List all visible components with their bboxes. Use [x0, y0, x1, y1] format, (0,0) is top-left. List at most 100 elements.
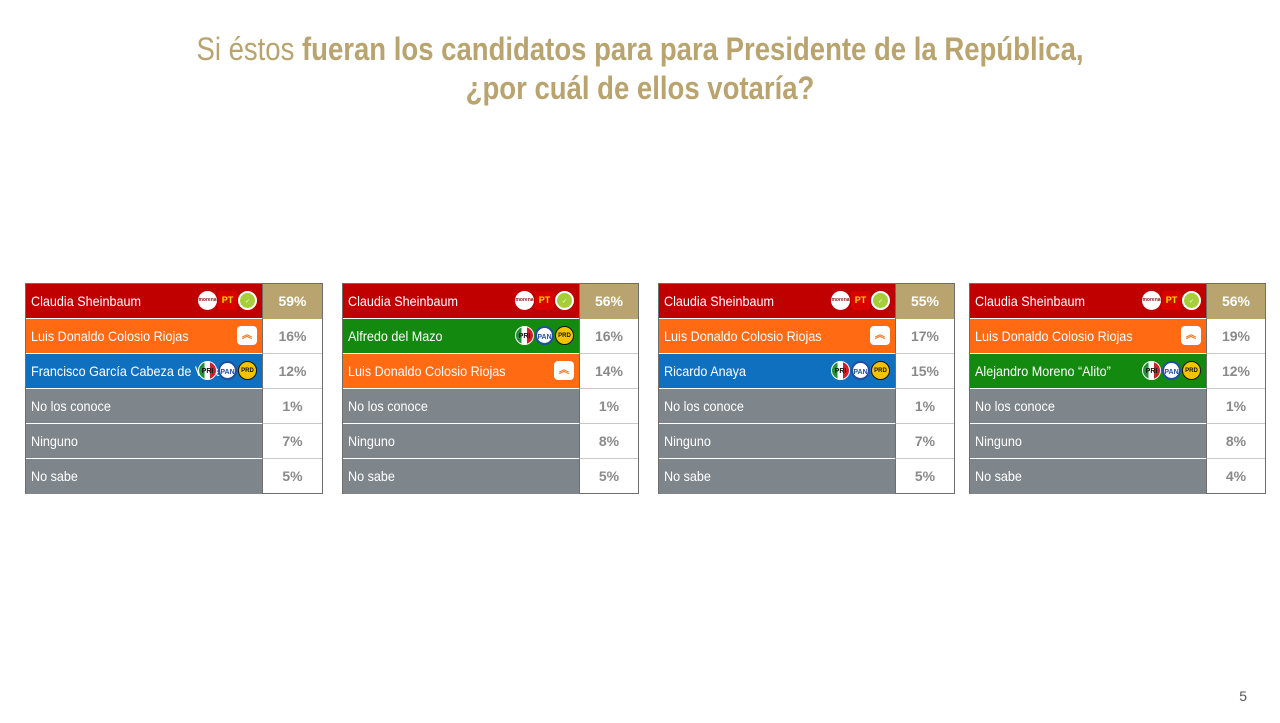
vote-table-4: Claudia Sheinbaum morena PT ✓ 56% Luis Donald… [969, 283, 1266, 494]
table-row: Ninguno 7% [659, 424, 954, 459]
candidate-name-cell: Ninguno [26, 424, 262, 459]
party-logos: ︽ [1181, 326, 1201, 346]
candidate-name: No los conoce [975, 398, 1055, 414]
candidate-name: No sabe [348, 468, 395, 484]
candidate-name: Claudia Sheinbaum [975, 293, 1085, 309]
candidate-name: Ricardo Anaya [664, 363, 746, 379]
percentage-cell: 7% [262, 424, 322, 459]
candidate-name-cell: No los conoce [26, 389, 262, 424]
prd-logo-icon: PRD [871, 361, 890, 380]
party-logos: ︽ [554, 361, 574, 381]
percentage-cell: 5% [895, 459, 954, 494]
pan-logo-icon: PAN [218, 361, 237, 380]
table-row: Francisco García Cabeza de Vaca PRI PAN PRD… [26, 354, 322, 389]
candidate-name: No sabe [31, 468, 78, 484]
title-line-1: Si éstos fueran los candidatos para para… [90, 30, 1191, 69]
candidate-name-cell: Luis Donaldo Colosio Riojas ︽ [343, 354, 579, 389]
candidate-name-cell: No los conoce [343, 389, 579, 424]
verde-logo-icon: ✓ [238, 291, 257, 310]
candidate-name-cell: No sabe [970, 459, 1206, 494]
table-row: Ninguno 8% [970, 424, 1265, 459]
prd-logo-icon: PRD [555, 326, 574, 345]
candidate-name-cell: Claudia Sheinbaum morena PT ✓ [26, 284, 262, 319]
candidate-name: Claudia Sheinbaum [348, 293, 458, 309]
candidate-name: Ninguno [348, 433, 395, 449]
table-row: Ninguno 8% [343, 424, 638, 459]
candidate-name-cell: Claudia Sheinbaum morena PT ✓ [970, 284, 1206, 319]
table-row: Claudia Sheinbaum morena PT ✓ 56% [343, 284, 638, 319]
verde-logo-icon: ✓ [555, 291, 574, 310]
vote-table-2: Claudia Sheinbaum morena PT ✓ 56% Alfredo del… [342, 283, 639, 494]
candidate-name: No los conoce [664, 398, 744, 414]
table-row: No sabe 5% [659, 459, 954, 494]
pan-logo-icon: PAN [535, 326, 554, 345]
candidate-name-cell: Claudia Sheinbaum morena PT ✓ [659, 284, 895, 319]
party-logos: PRI PAN PRD [198, 361, 257, 381]
candidate-name-cell: Ricardo Anaya PRI PAN PRD [659, 354, 895, 389]
candidate-name-cell: No los conoce [659, 389, 895, 424]
candidate-name-cell: No los conoce [970, 389, 1206, 424]
verde-logo-icon: ✓ [1182, 291, 1201, 310]
candidate-name-cell: No sabe [659, 459, 895, 494]
party-logos: morena PT ✓ [1142, 291, 1201, 311]
table-row: No los conoce 1% [970, 389, 1265, 424]
pt-logo-icon: PT [851, 291, 870, 310]
percentage-cell: 1% [895, 389, 954, 424]
table-row: Luis Donaldo Colosio Riojas ︽ 16% [26, 319, 322, 354]
percentage-cell: 56% [1206, 284, 1265, 319]
candidate-name: No los conoce [348, 398, 428, 414]
party-logos: ︽ [237, 326, 257, 346]
table-row: No los conoce 1% [26, 389, 322, 424]
percentage-cell: 14% [579, 354, 638, 389]
prd-logo-icon: PRD [1182, 361, 1201, 380]
mc-logo-icon: ︽ [237, 326, 257, 345]
party-logos: morena PT ✓ [198, 291, 257, 311]
candidate-name: Claudia Sheinbaum [31, 293, 141, 309]
party-logos: PRI PAN PRD [1142, 361, 1201, 381]
candidate-name-cell: Ninguno [659, 424, 895, 459]
percentage-cell: 19% [1206, 319, 1265, 354]
percentage-cell: 5% [579, 459, 638, 494]
candidate-name-cell: Ninguno [343, 424, 579, 459]
party-logos: morena PT ✓ [515, 291, 574, 311]
pt-logo-icon: PT [218, 291, 237, 310]
prd-logo-icon: PRD [238, 361, 257, 380]
percentage-cell: 12% [1206, 354, 1265, 389]
candidate-name-cell: Alejandro Moreno “Alito” PRI PAN PRD [970, 354, 1206, 389]
candidate-name: Alfredo del Mazo [348, 328, 443, 344]
candidate-name: No los conoce [31, 398, 111, 414]
pri-logo-icon: PRI [1142, 361, 1161, 380]
vote-table-1: Claudia Sheinbaum morena PT ✓ 59% Luis Donald… [25, 283, 323, 494]
candidate-name-cell: Luis Donaldo Colosio Riojas ︽ [970, 319, 1206, 354]
candidate-name-cell: Claudia Sheinbaum morena PT ✓ [343, 284, 579, 319]
pri-logo-icon: PRI [198, 361, 217, 380]
title-line-2: ¿por cuál de ellos votaría? [465, 70, 815, 106]
percentage-cell: 5% [262, 459, 322, 494]
party-logos: morena PT ✓ [831, 291, 890, 311]
party-logos: ︽ [870, 326, 890, 346]
table-row: No sabe 5% [26, 459, 322, 494]
percentage-cell: 4% [1206, 459, 1265, 494]
pan-logo-icon: PAN [851, 361, 870, 380]
candidate-name: Luis Donaldo Colosio Riojas [664, 328, 822, 344]
percentage-cell: 1% [579, 389, 638, 424]
candidate-name-cell: Ninguno [970, 424, 1206, 459]
slide-title: Si éstos fueran los candidatos para para… [90, 30, 1191, 108]
percentage-cell: 55% [895, 284, 954, 319]
percentage-cell: 17% [895, 319, 954, 354]
party-logos: PRI PAN PRD [515, 326, 574, 346]
table-row: Ricardo Anaya PRI PAN PRD 15% [659, 354, 954, 389]
percentage-cell: 1% [262, 389, 322, 424]
table-row: Luis Donaldo Colosio Riojas ︽ 19% [970, 319, 1265, 354]
mc-logo-icon: ︽ [870, 326, 890, 345]
page-number: 5 [1239, 688, 1247, 704]
candidate-name: Claudia Sheinbaum [664, 293, 774, 309]
candidate-name-cell: Luis Donaldo Colosio Riojas ︽ [659, 319, 895, 354]
candidate-name: Luis Donaldo Colosio Riojas [348, 363, 506, 379]
percentage-cell: 1% [1206, 389, 1265, 424]
percentage-cell: 7% [895, 424, 954, 459]
table-row: Alfredo del Mazo PRI PAN PRD 16% [343, 319, 638, 354]
percentage-cell: 15% [895, 354, 954, 389]
candidate-name: Ninguno [975, 433, 1022, 449]
candidate-name: No sabe [664, 468, 711, 484]
